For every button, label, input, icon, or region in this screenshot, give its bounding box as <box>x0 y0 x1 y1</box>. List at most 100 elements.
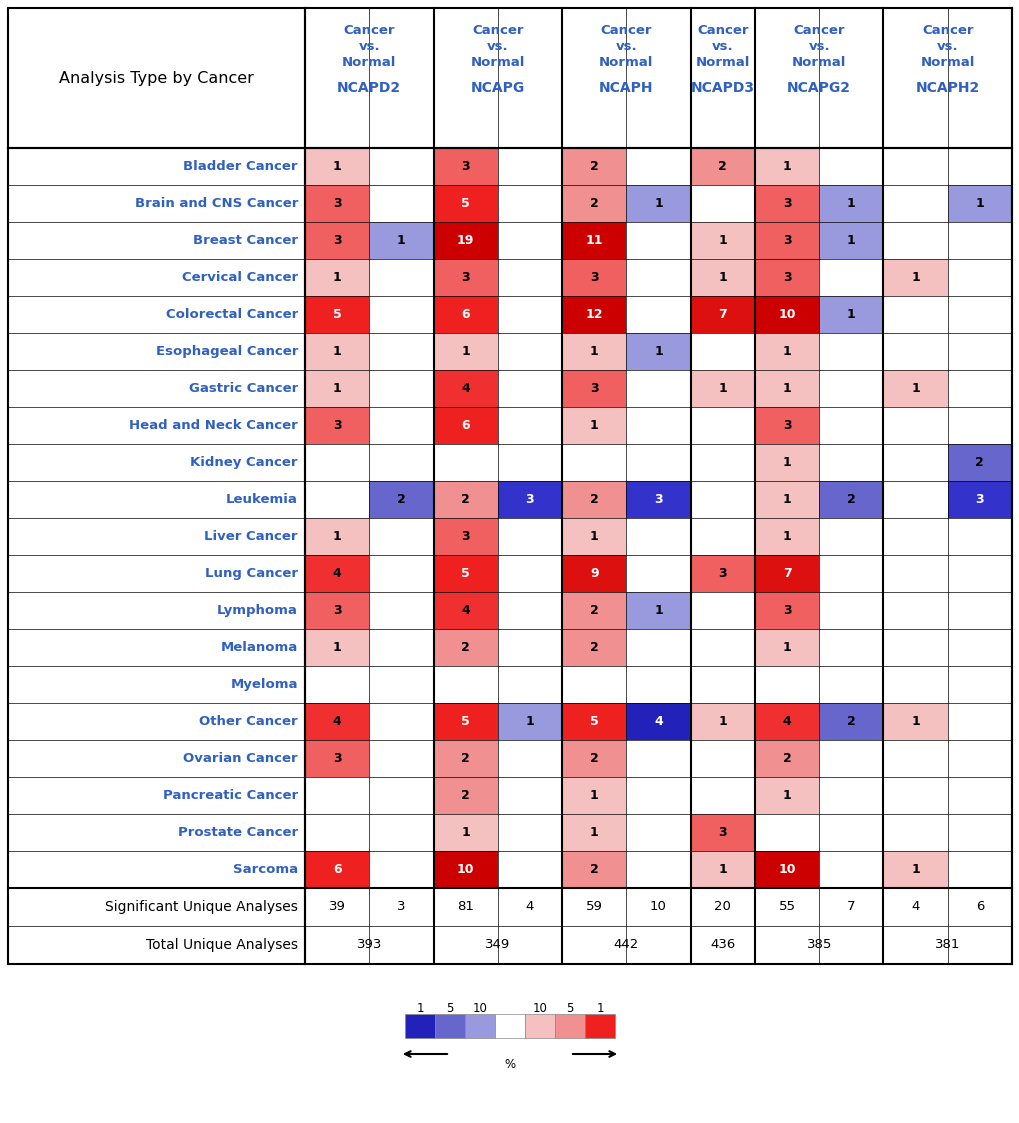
Text: vs.: vs. <box>358 39 380 53</box>
Text: 2: 2 <box>589 641 598 654</box>
Bar <box>433 185 497 222</box>
Bar <box>754 296 818 334</box>
Bar <box>561 518 626 555</box>
Text: vs.: vs. <box>711 39 733 53</box>
Bar <box>305 740 369 777</box>
Text: 1: 1 <box>589 419 598 432</box>
Text: 4: 4 <box>332 567 341 579</box>
Text: 3: 3 <box>461 530 470 544</box>
Bar <box>305 629 369 666</box>
Bar <box>434 1014 465 1038</box>
Text: 2: 2 <box>396 493 406 506</box>
Text: Cancer: Cancer <box>921 24 972 37</box>
Text: 7: 7 <box>782 567 791 579</box>
Text: 1: 1 <box>332 382 341 395</box>
Text: 2: 2 <box>589 752 598 765</box>
Bar <box>497 703 561 740</box>
Bar <box>561 259 626 296</box>
Text: 3: 3 <box>782 419 791 432</box>
Text: 1: 1 <box>717 715 727 728</box>
Bar <box>433 518 497 555</box>
Text: Gastric Cancer: Gastric Cancer <box>189 382 298 395</box>
Text: 1: 1 <box>332 271 341 284</box>
Text: 2: 2 <box>589 197 598 210</box>
Bar <box>690 814 754 851</box>
Text: Lung Cancer: Lung Cancer <box>205 567 298 579</box>
Bar <box>690 296 754 334</box>
Bar <box>369 222 433 259</box>
Text: 1: 1 <box>717 862 727 876</box>
Text: 10: 10 <box>777 308 795 321</box>
Text: 4: 4 <box>782 715 791 728</box>
Text: 55: 55 <box>777 901 795 913</box>
Text: Sarcoma: Sarcoma <box>232 862 298 876</box>
Text: Cancer: Cancer <box>472 24 523 37</box>
Bar <box>818 703 882 740</box>
Bar <box>882 259 947 296</box>
Bar <box>561 369 626 407</box>
Text: 2: 2 <box>461 789 470 802</box>
Text: 4: 4 <box>461 382 470 395</box>
Bar <box>433 814 497 851</box>
Text: 2: 2 <box>589 862 598 876</box>
Text: 1: 1 <box>525 715 534 728</box>
Text: 10: 10 <box>649 901 666 913</box>
Bar <box>433 555 497 592</box>
Bar <box>494 1014 525 1038</box>
Text: Liver Cancer: Liver Cancer <box>204 530 298 544</box>
Text: 5: 5 <box>566 1002 573 1014</box>
Text: 10: 10 <box>777 862 795 876</box>
Bar <box>561 740 626 777</box>
Text: 3: 3 <box>525 493 534 506</box>
Bar <box>754 555 818 592</box>
Bar <box>305 185 369 222</box>
Bar <box>305 334 369 369</box>
Text: 2: 2 <box>461 493 470 506</box>
Text: 4: 4 <box>653 715 662 728</box>
Bar <box>561 851 626 888</box>
Bar <box>754 777 818 814</box>
Text: 4: 4 <box>525 901 534 913</box>
Text: 1: 1 <box>910 271 919 284</box>
Text: 3: 3 <box>974 493 983 506</box>
Bar <box>947 185 1011 222</box>
Text: Bladder Cancer: Bladder Cancer <box>183 159 298 173</box>
Text: 2: 2 <box>589 493 598 506</box>
Text: Head and Neck Cancer: Head and Neck Cancer <box>129 419 298 432</box>
Bar <box>561 296 626 334</box>
Text: 1: 1 <box>332 641 341 654</box>
Text: 1: 1 <box>846 234 855 247</box>
Bar <box>305 296 369 334</box>
Text: 4: 4 <box>332 715 341 728</box>
Bar <box>561 777 626 814</box>
Text: 9: 9 <box>589 567 598 579</box>
Text: Myeloma: Myeloma <box>230 678 298 691</box>
Text: 4: 4 <box>911 901 919 913</box>
Text: 3: 3 <box>461 159 470 173</box>
Bar <box>433 851 497 888</box>
Text: NCAPD3: NCAPD3 <box>690 81 754 95</box>
Text: Other Cancer: Other Cancer <box>199 715 298 728</box>
Text: 1: 1 <box>653 197 662 210</box>
Text: 3: 3 <box>396 901 406 913</box>
Bar <box>433 592 497 629</box>
Bar <box>305 222 369 259</box>
Text: Breast Cancer: Breast Cancer <box>193 234 298 247</box>
Bar <box>369 481 433 518</box>
Bar <box>754 407 818 444</box>
Text: 1: 1 <box>717 382 727 395</box>
Text: %: % <box>504 1058 515 1070</box>
Text: 2: 2 <box>589 604 598 617</box>
Text: 6: 6 <box>461 308 470 321</box>
Text: 3: 3 <box>653 493 662 506</box>
Text: Analysis Type by Cancer: Analysis Type by Cancer <box>59 71 254 85</box>
Bar <box>818 222 882 259</box>
Bar <box>690 851 754 888</box>
Bar <box>305 407 369 444</box>
Text: 3: 3 <box>332 419 341 432</box>
Text: 2: 2 <box>974 456 983 469</box>
Text: 1: 1 <box>589 789 598 802</box>
Text: 393: 393 <box>357 939 381 951</box>
Text: Normal: Normal <box>341 55 396 69</box>
Bar <box>465 1014 494 1038</box>
